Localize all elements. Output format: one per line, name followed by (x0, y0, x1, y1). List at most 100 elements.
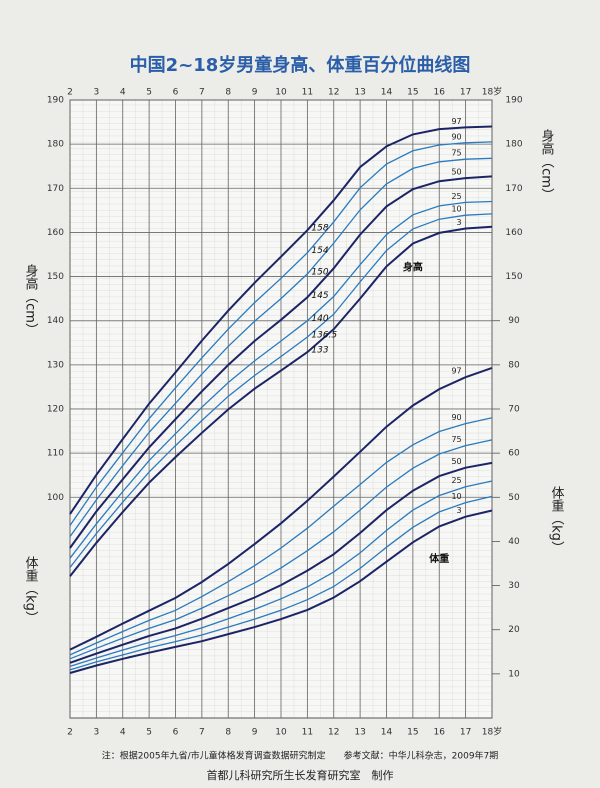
handwritten-note: 133 (311, 346, 328, 356)
footer: 首都儿科研究所生长发育研究室 制作 (207, 768, 394, 782)
y-tick-label: 110 (47, 449, 64, 459)
y-tick-label-right: 160 (505, 228, 522, 238)
x-tick-label-top: 6 (173, 88, 179, 98)
x-tick-label-top: 12 (328, 88, 339, 98)
x-tick-label-top: 9 (252, 88, 258, 98)
series-label: 10 (451, 205, 461, 214)
weight-curve-label: 体重 (429, 552, 449, 565)
percentile-line (69, 213, 493, 568)
y-tick-label: 190 (47, 96, 64, 106)
x-tick-label: 12 (328, 728, 339, 738)
y2-tick-label: 90 (508, 316, 520, 326)
x-tick-label-top: 15 (407, 88, 418, 98)
percentile-line (69, 225, 493, 577)
y2-tick-label: 50 (508, 493, 520, 503)
y-tick-label-right: 170 (505, 184, 522, 194)
x-tick-label: 8 (225, 728, 231, 738)
series-label: 10 (451, 492, 461, 501)
x-tick-label: 13 (354, 728, 365, 738)
percentile-line (69, 125, 493, 515)
series-label: 97 (451, 117, 461, 126)
x-tick-label-top: 8 (225, 88, 231, 98)
x-tick-label-top: 4 (120, 88, 126, 98)
percentile-line (69, 439, 493, 660)
x-tick-label-top: 3 (94, 88, 100, 98)
handwritten-note: 150 (311, 267, 328, 277)
y-tick-label: 150 (47, 272, 64, 282)
x-tick-label: 16 (434, 728, 446, 738)
series-label: 90 (451, 132, 461, 141)
percentile-line (69, 495, 493, 671)
percentile-line (69, 141, 493, 526)
percentile-line (69, 461, 493, 664)
percentile-line (69, 480, 493, 668)
y-tick-label: 140 (47, 316, 64, 326)
x-tick-label: 6 (173, 728, 179, 738)
note: 注：根据2005年九省/市儿童体格发育调查数据研究制定 参考文献：中华儿科杂志，… (102, 750, 499, 762)
y2-tick-label: 70 (508, 405, 520, 415)
x-tick-label: 5 (146, 728, 152, 738)
y2-tick-label: 60 (508, 449, 520, 459)
series-label: 97 (451, 367, 461, 376)
percentile-line (69, 175, 493, 549)
x-tick-label: 17 (460, 728, 471, 738)
series-label: 3 (457, 506, 462, 515)
y2-tick-label: 10 (508, 669, 520, 679)
series-label: 50 (451, 457, 461, 466)
y-tick-label-right: 150 (505, 272, 522, 282)
x-tick-label-top: 13 (354, 88, 365, 98)
series-label: 3 (457, 218, 462, 227)
series-label: 75 (451, 149, 461, 158)
y-tick-label-right: 180 (505, 140, 522, 150)
y-tick-label-right: 190 (505, 96, 522, 106)
y2-axis-label-right: 体重（kg） (549, 486, 565, 554)
series-label: 50 (451, 168, 461, 177)
x-tick-label-top: 11 (302, 88, 313, 98)
x-tick-label-top: 16 (434, 88, 446, 98)
x-tick-label: 14 (381, 728, 393, 738)
y-axis-label-right: 身高（cm） (539, 129, 555, 201)
x-tick-label: 9 (252, 728, 258, 738)
handwritten-note: 140 (311, 314, 328, 324)
y-tick-label: 120 (47, 405, 64, 415)
x-tick-label: 11 (302, 728, 313, 738)
x-tick-label: 10 (275, 728, 287, 738)
handwritten-note: 145 (311, 291, 328, 301)
x-tick-label: 18岁 (482, 726, 502, 738)
x-tick-label-top: 18岁 (482, 86, 502, 98)
y-tick-label: 100 (47, 493, 64, 503)
percentile-line (69, 157, 493, 537)
y-axis-label: 身高（cm） (23, 264, 39, 336)
x-tick-label-top: 7 (199, 88, 205, 98)
series-label: 75 (451, 435, 461, 444)
y2-axis-label: 体重（kg） (23, 556, 39, 624)
x-tick-label-top: 2 (67, 88, 73, 98)
percentile-line (69, 366, 493, 651)
y-tick-label: 160 (47, 228, 64, 238)
y2-tick-label: 20 (508, 625, 520, 635)
series-label: 25 (451, 192, 461, 201)
y-tick-label: 180 (47, 140, 64, 150)
percentile-line (69, 509, 493, 674)
series-label: 90 (451, 413, 461, 422)
handwritten-note: 136.5 (311, 331, 337, 341)
x-tick-label: 15 (407, 728, 418, 738)
percentile-line (69, 200, 493, 559)
y2-tick-label: 80 (508, 360, 520, 370)
y-tick-label: 130 (47, 360, 64, 370)
percentile-line (69, 417, 493, 656)
height-curve-label: 身高 (403, 261, 423, 274)
x-tick-label: 7 (199, 728, 205, 738)
x-tick-label: 4 (120, 728, 126, 738)
x-tick-label-top: 14 (381, 88, 393, 98)
y2-tick-label: 30 (508, 581, 520, 591)
x-tick-label: 3 (94, 728, 100, 738)
series-label: 25 (451, 476, 461, 485)
x-tick-label-top: 10 (275, 88, 287, 98)
y-tick-label: 170 (47, 184, 64, 194)
chart-title: 中国2~18岁男童身高、体重百分位曲线图 (130, 54, 471, 76)
x-tick-label-top: 17 (460, 88, 471, 98)
handwritten-note: 154 (311, 246, 328, 256)
